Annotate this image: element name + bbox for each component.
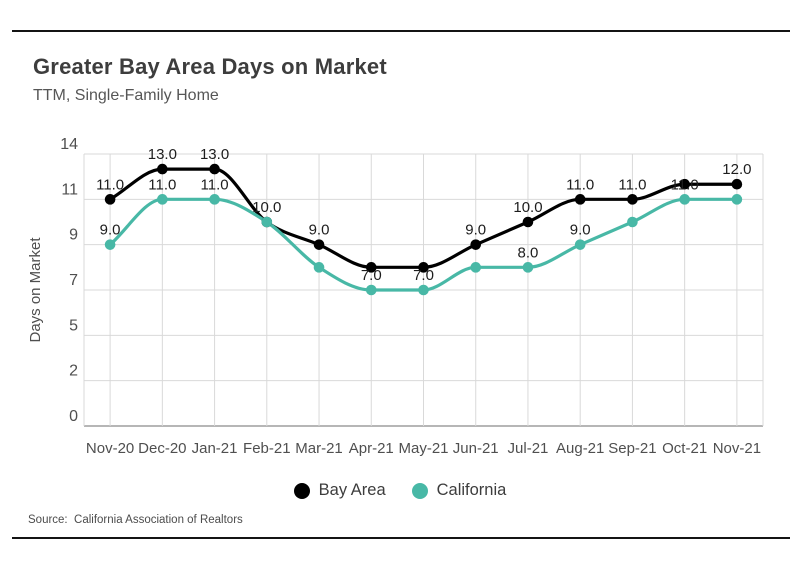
data-point-bay-area [627, 194, 638, 205]
data-point-bay-area [679, 178, 690, 190]
data-point-california [261, 216, 273, 228]
x-tick-label: Aug-21 [556, 440, 604, 457]
value-label: 8.0 [518, 244, 539, 261]
data-point-california [365, 284, 377, 296]
value-label: 9.0 [570, 222, 591, 239]
data-point-california [679, 194, 690, 205]
x-tick-label: May-21 [398, 440, 448, 457]
data-point-california [574, 239, 586, 250]
value-label: 12.0 [722, 161, 751, 178]
x-tick-label: Nov-21 [713, 440, 761, 457]
y-tick-label: 9 [69, 227, 78, 244]
data-point-california [313, 262, 325, 273]
data-point-bay-area [574, 194, 586, 205]
value-label: 11.0 [96, 176, 124, 193]
data-point-california [627, 216, 638, 228]
x-tick-label: Nov-20 [86, 440, 134, 457]
value-label: 13.0 [148, 146, 177, 163]
data-point-bay-area [731, 178, 743, 190]
data-point-bay-area [157, 163, 168, 175]
data-point-california [157, 194, 168, 205]
value-label: 9.0 [465, 222, 486, 239]
value-label: 11.0 [148, 176, 176, 193]
bay-area-swatch-icon [293, 482, 310, 499]
data-point-california [470, 262, 482, 273]
legend-label-california: California [436, 481, 507, 499]
bottom-rule [12, 537, 790, 539]
value-label: 9.0 [309, 222, 330, 239]
legend-item-california[interactable]: California [411, 481, 507, 500]
value-label: 11.0 [566, 176, 594, 193]
y-tick-label: 11 [61, 181, 78, 198]
x-tick-label: Sep-21 [608, 440, 656, 457]
y-tick-label: 0 [69, 408, 78, 425]
value-label: 11.0 [618, 176, 646, 193]
data-point-bay-area [365, 262, 377, 273]
y-axis-title: Days on Market [27, 237, 44, 343]
top-rule [12, 30, 790, 32]
x-tick-label: Mar-21 [295, 440, 343, 457]
x-tick-label: Jan-21 [192, 440, 238, 457]
data-point-california [209, 194, 220, 205]
x-tick-label: Feb-21 [243, 440, 291, 457]
data-point-bay-area [313, 239, 325, 250]
y-tick-label: 14 [60, 136, 78, 153]
data-point-bay-area [470, 239, 482, 250]
value-label: 7.0 [413, 267, 434, 284]
california-swatch-icon [411, 482, 428, 499]
value-label: 10.0 [513, 199, 542, 216]
data-point-bay-area [522, 216, 534, 228]
x-tick-label: Jul-21 [508, 440, 549, 457]
x-tick-label: Apr-21 [349, 440, 394, 457]
chart-title: Greater Bay Area Days on Market [33, 54, 387, 79]
legend: Bay Area California [0, 481, 800, 500]
data-point-bay-area [209, 163, 220, 175]
source-note: Source: California Association of Realto… [28, 514, 243, 526]
data-point-california [104, 239, 116, 250]
value-label: 7.0 [361, 267, 382, 284]
data-point-bay-area [418, 262, 429, 273]
chart-subtitle: TTM, Single-Family Home [33, 87, 219, 104]
data-point-california [522, 262, 534, 273]
legend-item-bay-area[interactable]: Bay Area [293, 481, 386, 500]
x-tick-label: Dec-20 [138, 440, 186, 457]
data-point-bay-area [104, 194, 116, 205]
value-label: 10.0 [252, 199, 281, 216]
data-point-california [731, 194, 743, 205]
value-label: 13.0 [200, 146, 229, 163]
value-label: 11.0 [201, 176, 229, 193]
y-tick-label: 2 [69, 363, 78, 380]
x-tick-label: Oct-21 [662, 440, 707, 457]
data-point-california [418, 284, 429, 296]
legend-label-bay-area: Bay Area [318, 481, 386, 499]
value-label: 11.0 [671, 176, 699, 193]
y-tick-label: 5 [69, 317, 78, 334]
y-tick-label: 7 [69, 272, 78, 289]
x-tick-label: Jun-21 [453, 440, 499, 457]
value-label: 9.0 [100, 222, 121, 239]
days-on-market-line-chart: 0 2 5 7 9 11 14 Nov-20 Dec-20 Jan-21 Feb-21 Mar-21 A… [27, 136, 764, 457]
